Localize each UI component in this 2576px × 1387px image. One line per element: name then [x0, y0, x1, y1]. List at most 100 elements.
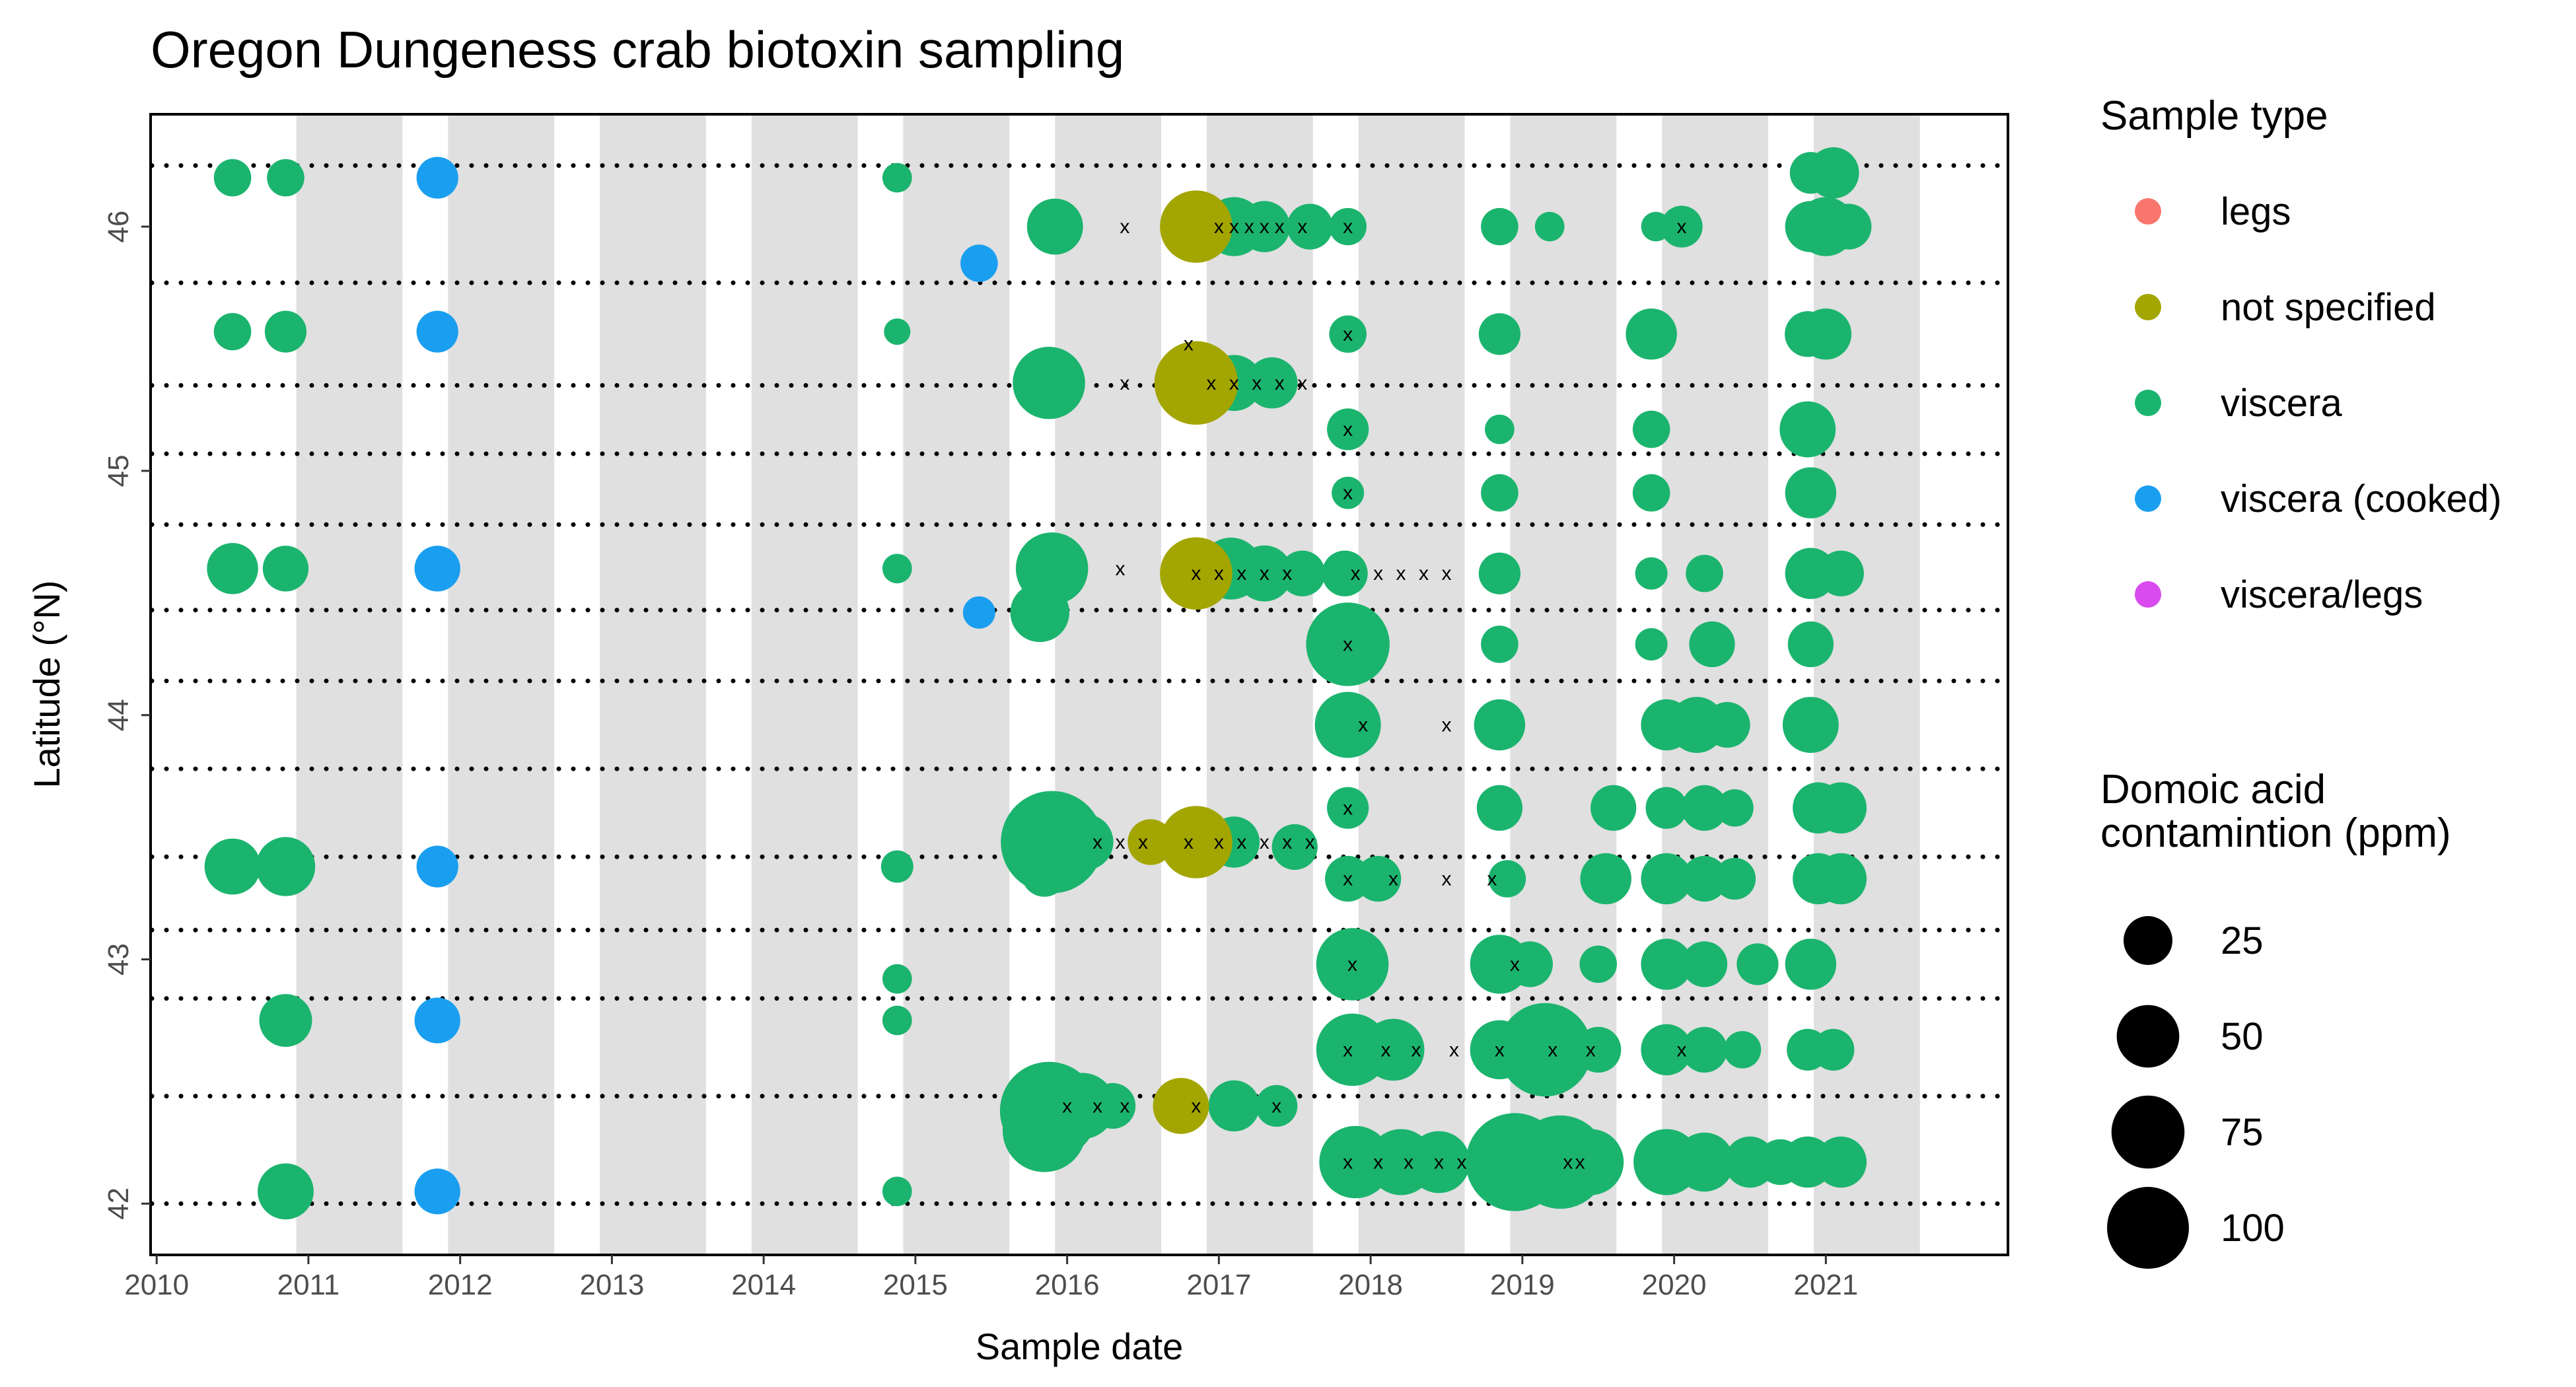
x-mark: x: [1441, 563, 1451, 585]
x-mark: x: [1244, 216, 1254, 238]
x-mark: x: [1419, 563, 1429, 585]
x-mark: x: [1381, 1039, 1391, 1061]
data-point: [1704, 701, 1750, 748]
x-mark: x: [1062, 1095, 1072, 1117]
x-mark: x: [1343, 1151, 1353, 1173]
data-point: [1316, 928, 1389, 1001]
data-point: [1481, 207, 1519, 246]
x-mark: x: [1236, 563, 1246, 585]
x-mark: x: [1275, 216, 1285, 238]
data-point: [416, 157, 458, 199]
x-mark: x: [1434, 1151, 1444, 1173]
data-point: [416, 845, 458, 888]
x-mark: x: [1441, 715, 1451, 736]
data-point: [1160, 806, 1233, 878]
data-point: [1478, 313, 1521, 355]
x-mark: x: [1586, 1039, 1596, 1061]
x-mark: x: [1092, 1095, 1102, 1117]
x-mark: x: [1116, 832, 1126, 853]
x-axis: 2010 2011 2012 2013 2014 2015 2016 2017 2018 2019…: [124, 1255, 1858, 1301]
data-point: [1026, 198, 1083, 255]
data-point: [1815, 853, 1867, 905]
x-tick-label: 2016: [1035, 1269, 1100, 1301]
x-mark: x: [1120, 216, 1129, 238]
x-mark: x: [1138, 832, 1148, 853]
x-tick-label: 2014: [731, 1269, 796, 1301]
legend-label: 75: [2221, 1111, 2264, 1154]
data-point: [1246, 357, 1298, 409]
data-point: [204, 838, 261, 895]
shaded-band: [600, 114, 706, 1255]
data-point: [1632, 474, 1670, 512]
legend-swatch: [2135, 581, 2161, 608]
x-mark: x: [1214, 832, 1224, 853]
data-point: [1507, 941, 1553, 987]
data-point: [1641, 853, 1692, 905]
legend-size-swatch: [2116, 1005, 2180, 1068]
data-point: [1355, 855, 1402, 902]
data-point: [882, 964, 912, 994]
x-mark: x: [1456, 1151, 1466, 1173]
data-point: [414, 1168, 460, 1215]
data-point: [1591, 785, 1637, 831]
legend-size-swatch: [2107, 1187, 2189, 1269]
x-mark: x: [1347, 954, 1357, 976]
data-point: [213, 312, 252, 351]
data-point: [1329, 315, 1367, 353]
x-mark: x: [1214, 216, 1224, 238]
x-mark: x: [1191, 1095, 1201, 1117]
data-point: [962, 596, 995, 629]
data-point: [1476, 785, 1523, 831]
data-point: [1089, 1083, 1136, 1129]
legend-label: not specified: [2221, 286, 2436, 329]
data-point: [1279, 550, 1326, 596]
shaded-band: [1813, 114, 1920, 1255]
data-point: [1314, 692, 1381, 758]
x-mark: x: [1206, 373, 1216, 394]
shaded-band: [1055, 114, 1162, 1255]
x-mark: x: [1487, 868, 1497, 890]
x-mark: x: [1260, 216, 1270, 238]
y-tick-label: 42: [102, 1188, 135, 1220]
data-point: [1153, 1077, 1209, 1134]
data-point: [1661, 205, 1703, 248]
data-point: [267, 159, 304, 197]
y-tick-label: 45: [102, 454, 135, 487]
shaded-band: [296, 114, 403, 1255]
data-point: [207, 543, 258, 594]
data-point: [1635, 557, 1668, 590]
data-point: [1632, 410, 1670, 448]
legend-label: viscera: [2221, 382, 2342, 425]
legend-label: viscera/legs: [2221, 573, 2423, 616]
data-point: [1674, 1132, 1735, 1192]
y-axis: 42 43 44 45 46: [102, 211, 151, 1220]
x-mark: x: [1396, 563, 1406, 585]
data-point: [1322, 550, 1368, 596]
data-point: [1645, 787, 1688, 829]
x-mark: x: [1412, 1039, 1421, 1061]
data-point: [884, 318, 911, 345]
data-point: [1787, 621, 1834, 668]
data-point: [1575, 1026, 1622, 1073]
legend-title: Domoic acid: [2100, 767, 2326, 812]
data-point: [1826, 203, 1872, 250]
x-mark: x: [1441, 868, 1451, 890]
x-mark: x: [1343, 868, 1353, 890]
data-point: [1681, 785, 1728, 831]
data-point: [1271, 824, 1318, 871]
data-point: [1812, 1028, 1855, 1071]
legend-swatch: [2135, 485, 2161, 512]
data-point: [1160, 190, 1233, 263]
data-point: [1306, 602, 1390, 686]
x-mark: x: [1236, 832, 1246, 853]
x-tick-label: 2017: [1186, 1269, 1251, 1301]
data-point: [1021, 851, 1067, 897]
data-point: [1815, 782, 1867, 834]
x-mark: x: [1343, 1039, 1353, 1061]
data-point: [882, 553, 912, 584]
x-tick-label: 2010: [124, 1269, 189, 1301]
data-point: [258, 1163, 314, 1220]
legend-swatch: [2135, 294, 2161, 320]
data-point: [1287, 203, 1333, 250]
x-mark: x: [1275, 373, 1285, 394]
